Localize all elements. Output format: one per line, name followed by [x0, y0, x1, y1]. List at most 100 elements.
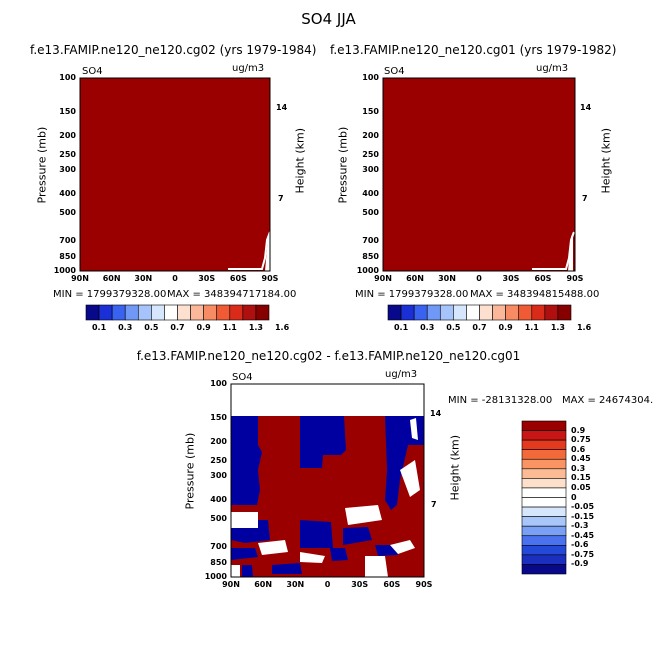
colorbar-label: 0.15	[571, 473, 591, 483]
panel2-xtick: 60S	[534, 274, 552, 283]
panel3-xtick: 90N	[222, 580, 240, 589]
colorbar-swatch	[521, 487, 567, 498]
panel3-y2tick-7: 7	[431, 500, 437, 509]
panel3-xtick: 30N	[286, 580, 305, 589]
colorbar-label: 0.75	[571, 435, 591, 445]
panel3-ytick: 150	[210, 412, 227, 422]
panel2-ytick: 1000	[356, 266, 379, 275]
panel3-white-region	[231, 565, 240, 577]
colorbar-swatch	[521, 525, 567, 537]
panel1-xtick: 90N	[71, 274, 89, 283]
panel2-ytick: 400	[362, 189, 379, 199]
panel3-blue-region	[330, 548, 348, 561]
panel1-xtick: 0	[172, 274, 178, 283]
panel1-ytick: 300	[59, 165, 76, 175]
colorbar-swatch	[521, 439, 567, 450]
panel3-ytick: 400	[210, 495, 227, 505]
colorbar-swatch	[521, 420, 567, 431]
panel3-white-region	[410, 418, 418, 440]
panel3-xtick: 60N	[254, 580, 273, 589]
colorbar-label: -0.15	[571, 511, 595, 521]
panel3-white-region	[300, 552, 325, 563]
panel3-xtick: 90S	[415, 580, 433, 589]
panel3-blue-region	[343, 527, 372, 545]
panel2-y2tick-14: 14	[580, 103, 592, 112]
colorbar-swatch	[521, 458, 567, 470]
panel2-left-label: SO4	[384, 66, 405, 77]
colorbar-swatch	[521, 478, 567, 489]
colorbar-swatch	[521, 545, 567, 556]
panel1-xtick: 30N	[134, 274, 153, 283]
panel1-xtick: 90S	[261, 274, 279, 283]
panel2-ytick: 200	[362, 131, 379, 141]
panel2-ytick: 700	[362, 236, 379, 246]
colorbar-label: -0.05	[571, 502, 595, 512]
panel2-right-label: ug/m3	[536, 63, 569, 74]
colorbar-label: 1.1	[524, 323, 539, 332]
panel3-blue-region	[385, 416, 424, 510]
colorbar-label: 0	[571, 492, 577, 502]
colorbar-label: 0.9	[498, 323, 513, 332]
panel3-blue-region	[300, 520, 333, 548]
panel1-xtick: 60S	[229, 274, 247, 283]
panel1-ytick: 150	[59, 106, 76, 116]
panel3-white-region	[400, 460, 420, 497]
panel2-xtick: 0	[476, 274, 482, 283]
panel1-ytick: 250	[59, 149, 76, 159]
panel3-blue-region	[231, 548, 258, 560]
panel3-ytick: 100	[210, 379, 227, 388]
panel2-ytick: 850	[362, 252, 379, 262]
colorbar-swatch	[521, 516, 567, 527]
colorbar-label: 1.3	[248, 323, 263, 332]
panel3-ytick: 700	[210, 542, 227, 552]
panel3-white-region	[390, 540, 415, 554]
colorbar-label: 0.1	[393, 323, 409, 332]
colorbar-swatch	[521, 506, 567, 517]
panel3-right-label: ug/m3	[385, 369, 418, 380]
colorbar-label: 1.6	[274, 323, 290, 332]
panel3-min: MIN = -28131328.00	[448, 395, 553, 406]
panel1-y2tick-14: 14	[276, 103, 288, 112]
panel1-ytick: 400	[59, 189, 76, 199]
panel2-max: MAX = 348394815488.00	[470, 289, 600, 300]
panel3-xtick: 60S	[383, 580, 401, 589]
panel2-xtick: 60N	[406, 274, 424, 283]
colorbar-label: 0.7	[170, 323, 185, 332]
panel2-ytick: 100	[362, 73, 379, 82]
panel3-blue-region	[272, 563, 302, 574]
colorbar-label: 0.7	[472, 323, 487, 332]
panel3-white-region	[365, 556, 388, 577]
panel2-ytick: 250	[362, 149, 379, 159]
panel3-ytick: 300	[210, 471, 227, 481]
colorbar-label: 0.9	[196, 323, 211, 332]
panel2-xtick: 30S	[502, 274, 520, 283]
colorbar-label: -0.9	[571, 559, 589, 569]
panel2-terrain	[532, 232, 573, 271]
panel1-left-label: SO4	[82, 66, 103, 77]
colorbar-label: -0.3	[571, 521, 589, 531]
panel1-ytick: 850	[59, 252, 76, 262]
panel3-blue-region	[231, 416, 262, 505]
colorbar-label: 0.3	[420, 323, 435, 332]
panel1-right-label: ug/m3	[232, 63, 265, 74]
colorbar-swatch	[521, 430, 567, 441]
panel1-y2tick-7: 7	[278, 194, 284, 203]
colorbar-label: 0.45	[571, 454, 591, 464]
colorbar-swatch	[521, 449, 567, 460]
panel2-ytick: 150	[362, 106, 379, 116]
panel2-xtick: 90N	[374, 274, 392, 283]
panel2-ytick: 500	[362, 207, 379, 217]
colorbar-swatch	[521, 497, 567, 508]
colorbar-swatch	[255, 304, 270, 321]
colorbar-label: 0.05	[571, 482, 591, 492]
colorbar-label: 0.1	[91, 323, 107, 332]
panel3-ytick: 250	[210, 455, 227, 465]
panel1-ytick: 500	[59, 207, 76, 217]
panel3-xtick: 30S	[351, 580, 369, 589]
panel1-min: MIN = 1799379328.00	[53, 289, 167, 300]
colorbar-swatch	[521, 535, 567, 546]
